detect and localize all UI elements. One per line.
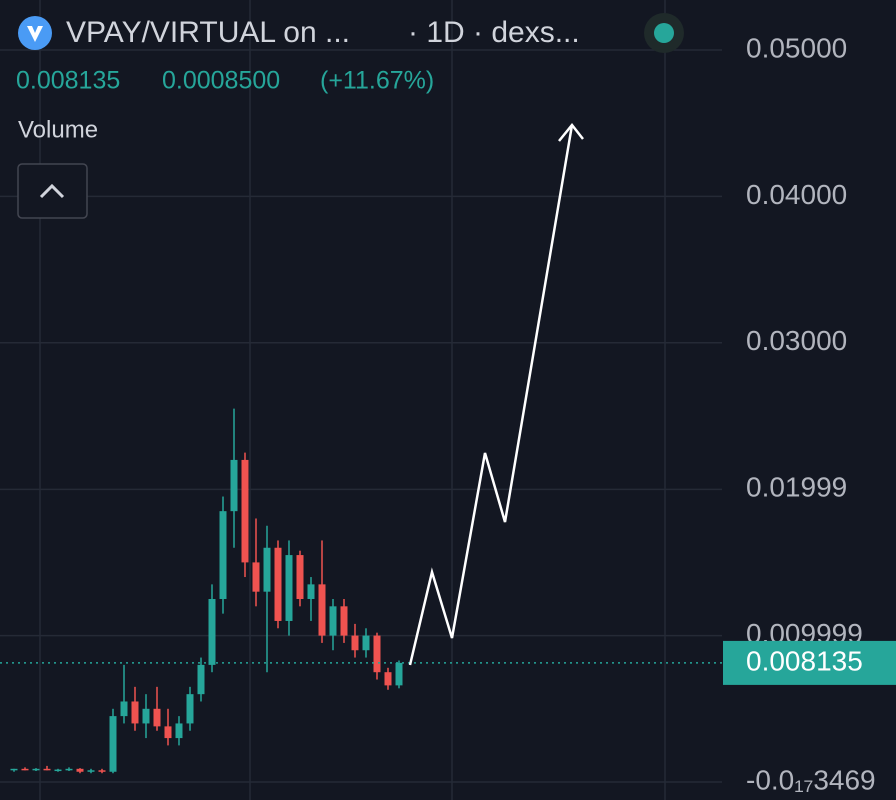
candle-body — [362, 635, 370, 651]
candle-body — [296, 555, 304, 599]
candle-body — [241, 459, 249, 563]
candle-body — [329, 606, 337, 636]
candle-body — [65, 768, 73, 771]
candle-body — [208, 599, 216, 665]
candle-body — [274, 547, 282, 621]
candle-body — [384, 672, 392, 686]
candle-body — [252, 562, 260, 592]
price-axis: 0.050000.040000.030000.019990.009999-0.0… — [723, 32, 896, 795]
candle-body — [285, 555, 293, 621]
candle-body — [21, 768, 29, 771]
candle-body — [395, 662, 403, 686]
candle-body — [120, 701, 128, 717]
drawn-arrow — [408, 124, 574, 666]
last-price-header: 0.008135 — [16, 67, 120, 95]
candle-body — [153, 708, 161, 727]
candle-body — [142, 708, 150, 724]
candle-body — [219, 511, 227, 599]
candle-body — [230, 459, 238, 512]
candle-body — [98, 770, 106, 772]
candle-body — [54, 769, 62, 772]
candle-body — [197, 664, 205, 695]
candle-body — [131, 701, 139, 724]
change-pct: (+11.67%) — [320, 67, 434, 95]
candle-body — [307, 584, 315, 599]
indicator-label[interactable]: Volume — [18, 116, 98, 143]
candle-body — [318, 584, 326, 636]
candle-body — [351, 635, 359, 651]
candle-body — [186, 694, 194, 724]
candle-body — [87, 770, 95, 772]
candle-body — [373, 635, 381, 673]
candle-body — [164, 726, 172, 739]
candle-body — [263, 547, 271, 592]
candle-body — [76, 768, 84, 772]
candle-body — [340, 606, 348, 636]
candle-body — [175, 723, 183, 739]
chevron-up — [39, 183, 65, 199]
y-tick-label: 0.03000 — [746, 325, 847, 356]
grid — [0, 49, 722, 783]
time-grid — [39, 0, 666, 800]
logo-mark — [27, 26, 43, 42]
status-dot — [654, 23, 674, 43]
last-price-badge — [723, 640, 896, 685]
arrow-head — [558, 122, 584, 142]
last-price-label: 0.008135 — [746, 645, 863, 676]
pair-title[interactable]: VPAY/VIRTUAL on ... — [66, 16, 350, 49]
candles — [0, 408, 722, 774]
collapse-button[interactable] — [17, 163, 88, 219]
y-tick-label: 0.04000 — [746, 179, 847, 210]
interval[interactable]: · 1D · dexs... — [408, 16, 580, 49]
candle-body — [109, 716, 117, 772]
candle-body — [32, 768, 40, 771]
change: 0.0008500 — [162, 67, 280, 95]
candle-body — [10, 768, 18, 771]
candle-body — [43, 768, 51, 771]
y-tick-label: 0.01999 — [746, 472, 847, 503]
y-tick-label: -0.0₁₇3469 — [746, 764, 876, 795]
y-tick-label: 0.05000 — [746, 32, 847, 63]
